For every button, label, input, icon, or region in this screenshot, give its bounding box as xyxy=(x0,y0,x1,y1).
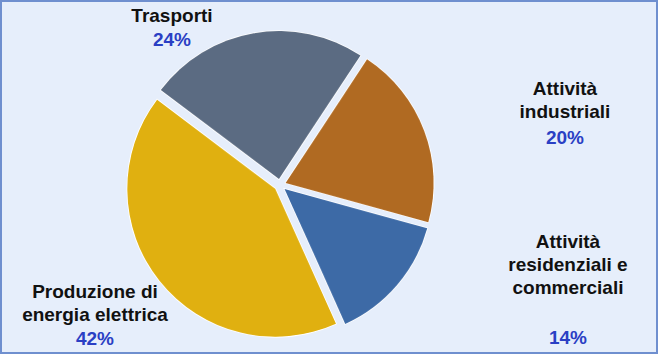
value-label: 42% xyxy=(76,328,114,349)
category-label: Produzione dienergia elettrica xyxy=(22,281,168,325)
value-label: 20% xyxy=(546,127,584,148)
chart: 24% 20% 14% 42% Trasporti Attivitàindustriali… xyxy=(0,0,658,354)
background xyxy=(1,1,657,353)
category-label: Trasporti xyxy=(131,5,212,26)
slice xyxy=(127,100,336,337)
category-label: Attivitàindustriali xyxy=(520,78,611,122)
value-label: 14% xyxy=(549,327,587,348)
pie xyxy=(127,31,433,337)
slice-shade xyxy=(127,100,336,337)
value-label: 24% xyxy=(153,29,191,50)
category-label: Attivitàresidenziali ecommerciali xyxy=(508,231,627,298)
